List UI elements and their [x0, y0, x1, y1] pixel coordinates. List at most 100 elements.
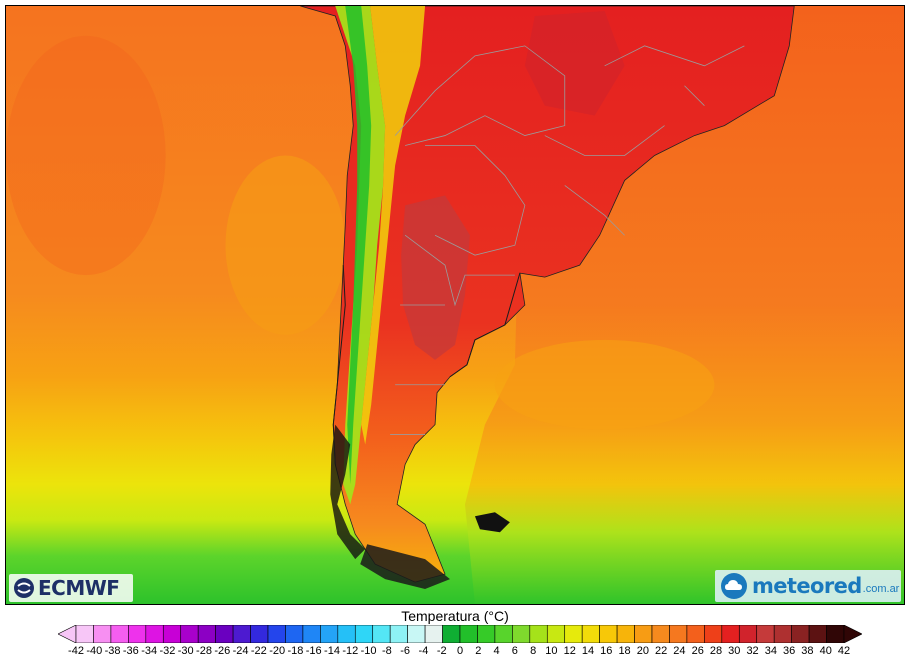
- legend-swatch: [320, 625, 339, 643]
- legend-tick-label: 6: [511, 645, 518, 657]
- legend-swatch: [546, 625, 566, 643]
- ecmwf-logo-text: ECMWF: [38, 576, 120, 600]
- legend-swatch: [128, 625, 147, 643]
- legend-tick-label: -38: [104, 645, 121, 657]
- legend-tick-label: 24: [673, 645, 686, 657]
- temperature-color-scale: [58, 625, 862, 643]
- legend-tick-label: -42: [68, 645, 84, 657]
- legend-swatch: [494, 625, 513, 643]
- legend-swatch: [669, 625, 688, 643]
- legend-tick-label: -12: [342, 645, 359, 657]
- tierra-del-fuego: [360, 544, 451, 590]
- legend-tick-label: 36: [783, 645, 796, 657]
- legend-swatch: [634, 625, 653, 643]
- legend-tick-label: 0: [456, 645, 464, 657]
- legend-swatch: [564, 625, 583, 643]
- ecmwf-logo: ECMWF: [9, 574, 133, 602]
- legend-swatch: [145, 625, 164, 643]
- legend-swatch: [93, 625, 112, 643]
- legend-swatch: [75, 625, 94, 643]
- legend-swatch: [197, 625, 216, 643]
- legend-tick-label: -20: [269, 645, 286, 657]
- legend-swatch: [826, 625, 845, 643]
- legend-tick-label: -34: [141, 645, 158, 657]
- legend-tick-label: -30: [177, 645, 194, 657]
- legend-tick-label: -24: [232, 645, 249, 657]
- legend-swatch: [756, 625, 775, 643]
- legend-swatch: [704, 625, 723, 643]
- legend-tick-label: -4: [418, 645, 429, 657]
- heat-core: [401, 195, 470, 360]
- legend-tick-label: 32: [746, 645, 759, 657]
- legend-tick-label: 2: [475, 645, 482, 657]
- political-borders: [390, 45, 745, 435]
- legend-tick-label: 12: [563, 645, 576, 657]
- legend-tick-label: -14: [324, 645, 340, 657]
- legend-title: Temperatura (°C): [401, 608, 509, 624]
- legend-tick-label: 20: [636, 645, 649, 657]
- pacific-cool-patch: [225, 155, 346, 335]
- legend-tick-label: 34: [764, 645, 777, 657]
- atlantic-cool-patch: [494, 339, 715, 430]
- legend-tick-label: -10: [360, 645, 377, 657]
- south-america-land: [300, 6, 795, 583]
- andes-foothills: [361, 6, 426, 445]
- legend-tick-labels: -42 -40 -38 -36 -34 -32 -30 -28 -26 -24 -22 -20 -18-…: [0, 645, 910, 661]
- legend-swatch: [442, 625, 461, 643]
- legend-tick-label: -36: [122, 645, 139, 657]
- legend-swatch: [599, 625, 618, 643]
- legend-arrow-min: [58, 625, 77, 643]
- meteored-logo-text: meteored: [752, 574, 862, 598]
- map-canvas: [6, 6, 904, 604]
- legend-tick-label: -40: [86, 645, 103, 657]
- andes-high: [345, 6, 372, 485]
- legend-swatch: [791, 625, 810, 643]
- legend-tick-label: 40: [819, 645, 832, 657]
- legend-tick-label: 18: [618, 645, 631, 657]
- legend-swatch: [302, 625, 321, 643]
- legend-swatch: [407, 625, 426, 643]
- legend-tick-label: 38: [801, 645, 814, 657]
- legend-swatch: [372, 625, 391, 643]
- legend-tick-label: 42: [837, 645, 851, 657]
- meteored-logo-domain: .com.ar: [862, 583, 900, 595]
- legend-swatch: [529, 625, 548, 643]
- legend-swatch: [389, 625, 408, 643]
- legend-tick-label: -26: [214, 645, 231, 657]
- legend-swatch: [581, 625, 600, 643]
- legend-tick-label: -32: [159, 645, 176, 657]
- legend-swatch: [337, 625, 356, 643]
- legend-tick-label: 10: [545, 645, 558, 657]
- temperature-map[interactable]: ECMWF meteored .com.ar: [5, 5, 905, 605]
- legend-tick-label: 30: [728, 645, 741, 657]
- legend-tick-label: 14: [581, 645, 595, 657]
- legend-swatch: [250, 625, 269, 643]
- legend-tick-label: -2: [436, 645, 447, 657]
- legend-swatch: [773, 625, 792, 643]
- legend-swatch: [232, 625, 251, 643]
- legend-swatch: [721, 625, 740, 643]
- legend-swatch: [477, 625, 496, 643]
- legend-tick-label: -8: [381, 645, 392, 657]
- malvinas-islands: [474, 512, 510, 533]
- legend-tick-label: -18: [287, 645, 304, 657]
- meteored-cloud-icon: [721, 573, 747, 599]
- chile-fjords: [330, 424, 366, 560]
- heat-core-north: [524, 10, 625, 116]
- legend-swatch: [354, 625, 374, 643]
- legend-swatch: [162, 625, 182, 643]
- legend-tick-label: -22: [250, 645, 267, 657]
- legend-swatch: [459, 625, 478, 643]
- legend-swatch: [215, 625, 234, 643]
- pacific-warm-patch: [6, 35, 166, 276]
- legend-swatch: [616, 625, 635, 643]
- coastlines: [332, 265, 521, 465]
- meteored-logo[interactable]: meteored .com.ar: [715, 570, 901, 602]
- legend-arrow-max: [843, 625, 862, 643]
- legend-swatch: [651, 625, 670, 643]
- legend-swatch: [512, 625, 531, 643]
- legend-tick-label: 4: [493, 645, 500, 657]
- legend-tick-label: 28: [709, 645, 723, 657]
- legend-swatch: [686, 625, 705, 643]
- legend-tick-label: -28: [196, 645, 212, 657]
